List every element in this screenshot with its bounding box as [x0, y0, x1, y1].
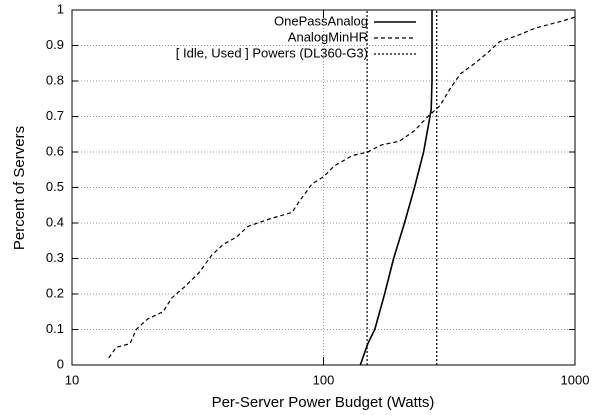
y-tick-label: 1: [57, 1, 64, 16]
y-axis-label: Percent of Servers: [11, 126, 28, 250]
x-tick-label: 1000: [561, 372, 590, 387]
y-tick-label: 0.5: [46, 179, 64, 194]
y-tick-label: 0.1: [46, 321, 64, 336]
x-axis-label: Per-Server Power Budget (Watts): [212, 394, 435, 411]
y-tick-label: 0.2: [46, 285, 64, 300]
series-line: [359, 10, 433, 366]
y-tick-label: 0.4: [46, 214, 64, 229]
y-tick-label: 0: [57, 356, 64, 371]
series-line: [108, 16, 576, 359]
y-tick-label: 0.7: [46, 108, 64, 123]
legend-label: AnalogMinHR: [288, 29, 368, 44]
plot-frame: [71, 9, 576, 366]
series-line: [366, 10, 438, 365]
y-tick-label: 0.3: [46, 250, 64, 265]
y-tick-label: 0.6: [46, 143, 64, 158]
x-tick-label: 100: [313, 372, 335, 387]
y-tick-label: 0.9: [46, 37, 64, 52]
legend-label: [ Idle, Used ] Powers (DL360-G3): [176, 45, 368, 60]
y-tick-label: 0.8: [46, 72, 64, 87]
legend-label: OnePassAnalog: [274, 13, 368, 28]
x-tick-label: 10: [65, 372, 79, 387]
